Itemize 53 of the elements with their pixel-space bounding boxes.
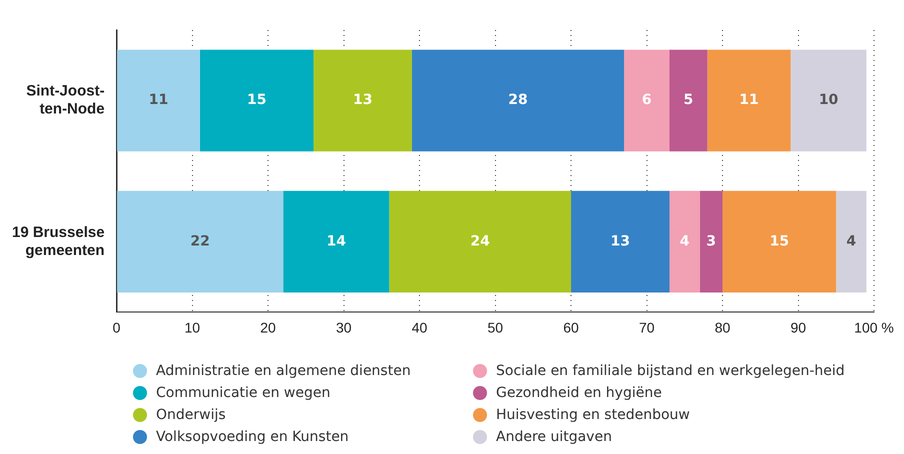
bar: [836, 190, 866, 292]
bar: [200, 50, 314, 152]
legend-label: Communicatie en wegen: [156, 385, 330, 401]
data-label: 4: [846, 233, 856, 250]
x-tick-label: 40: [412, 319, 428, 336]
data-label: 15: [246, 92, 266, 108]
legend-label: Administratie en algemene diensten: [156, 363, 411, 379]
x-tick-label: 0: [112, 319, 121, 336]
x-tick-label: 30: [336, 319, 352, 336]
bar: [624, 50, 670, 152]
data-label: 15: [770, 233, 790, 250]
data-label: 11: [148, 92, 168, 108]
x-tick-label: 100 %: [854, 319, 894, 336]
data-label: 13: [352, 92, 372, 108]
data-label: 3: [706, 233, 716, 250]
legend-label: Volksopvoeding en Kunsten: [156, 429, 349, 445]
bar: [117, 50, 200, 152]
x-tick-label: 50: [487, 319, 504, 336]
bar: [412, 50, 624, 152]
data-label: 28: [508, 92, 528, 108]
legend-label: Onderwijs: [156, 407, 226, 423]
data-label: 5: [684, 92, 694, 108]
data-label: 14: [326, 233, 346, 250]
x-tick-label: 70: [638, 319, 655, 336]
bar: [669, 190, 700, 292]
data-label: 11: [739, 92, 759, 108]
bar: [707, 50, 791, 152]
y-tick-label: Sint-Joost-ten-Node: [26, 82, 105, 118]
y-tick-label: 19 Brusselse gemeenten: [12, 224, 105, 259]
bar: [571, 190, 670, 292]
x-tick-label: 90: [790, 319, 806, 336]
data-label: 10: [818, 92, 839, 108]
x-tick-label: 20: [260, 319, 276, 336]
legend-label: Gezondheid en hygiëne: [496, 385, 662, 401]
data-label: 22: [190, 233, 210, 250]
x-tick-label: 10: [184, 319, 200, 336]
bar: [700, 190, 723, 292]
x-tick-label: 60: [563, 319, 580, 336]
data-label: 6: [642, 92, 652, 108]
bar: [389, 190, 572, 292]
legend-label: Sociale en familiale bijstand en werkgelegen-heid: [496, 363, 845, 379]
legend-label: Huisvesting en stedenbouw: [496, 407, 690, 423]
x-tick-label: 80: [714, 319, 731, 336]
bar: [313, 50, 412, 152]
data-label: 13: [610, 233, 630, 250]
legend-label: Andere uitgaven: [496, 429, 612, 445]
data-label: 4: [680, 233, 690, 250]
data-label: 24: [470, 233, 490, 250]
bar: [722, 190, 836, 292]
bar: [669, 50, 708, 152]
bar: [117, 190, 284, 292]
bar: [283, 190, 390, 292]
bar: [790, 50, 866, 152]
